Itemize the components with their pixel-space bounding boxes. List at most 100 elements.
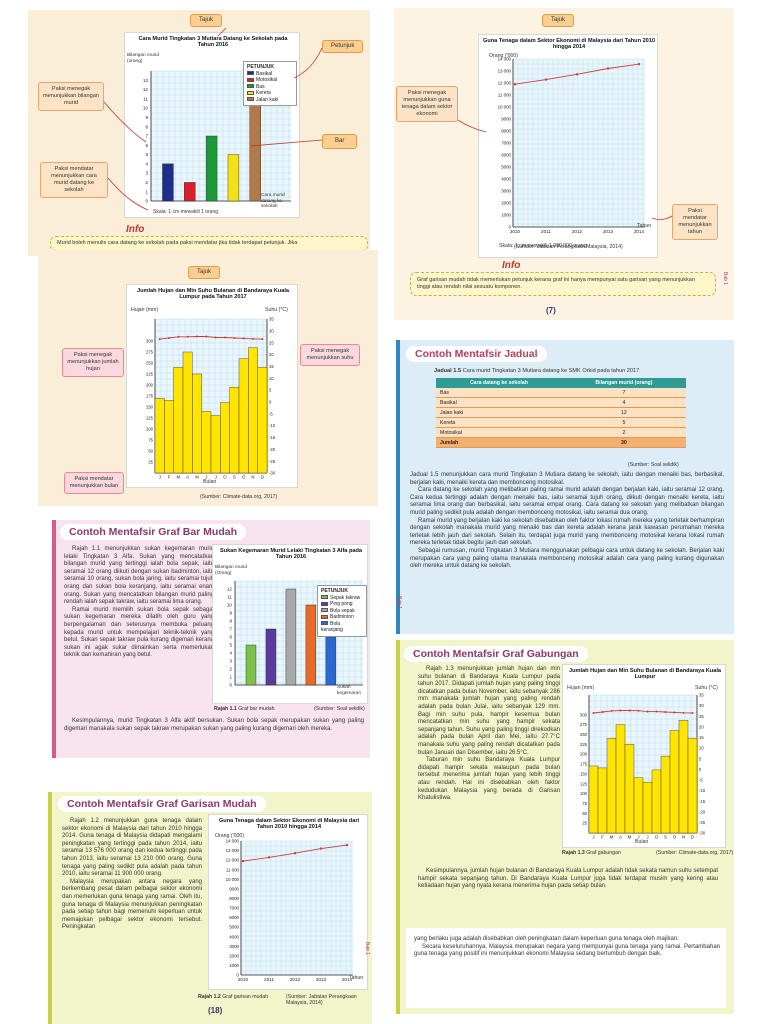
temperature-point [646, 710, 649, 713]
legend-label: Bas [256, 83, 265, 90]
figure-caption: Rajah 1.3 Graf gabungan [562, 850, 621, 856]
y-tick-label: 9 [229, 611, 232, 616]
paragraph: Rajah 1.3 menunjukkan jumlah hujan dan m… [418, 666, 560, 756]
rain-bar [606, 738, 617, 834]
y-tick-label: 4 [145, 161, 148, 166]
bar [162, 163, 174, 202]
paragraph: Ramai murid yang berjalan kaki ke sekola… [410, 517, 724, 547]
y-tick-label: 2 [145, 180, 148, 185]
y2-tick-label: -25 [269, 459, 276, 464]
y-tick-label: 150 [580, 771, 588, 776]
legend-label: Bola keranjang [321, 620, 343, 634]
y-tick-label: 4000 [229, 934, 239, 939]
data-point [544, 78, 548, 81]
paragraph: Kesimpulannya, jumlah hujan bulanan di B… [418, 868, 718, 890]
line-chart-svg: 0 1000 2000 3000 4000 5000 6000 7000 8000 9000 10 … [498, 57, 645, 234]
y-tick-label: 5000 [229, 925, 239, 930]
rain-bar [201, 411, 212, 474]
y-tick-label: 275 [146, 350, 154, 355]
y2-tick-label: -15 [269, 435, 276, 440]
paragraph: Sebagai rumusan, murid Tingkatan 3 Mutia… [410, 547, 724, 570]
x-tick-label: A [186, 475, 189, 480]
y2-tick-label: 30 [699, 703, 704, 708]
figure-caption: Rajah 1.2 Graf garisan mudah [198, 994, 269, 1000]
y-tick-label: 11 000 [498, 93, 512, 98]
x-tick-label: A [619, 835, 622, 840]
x-tick-label: 2012 [572, 229, 583, 234]
y-tick-label: 10 [227, 603, 233, 608]
page-number: (18) [208, 1006, 223, 1015]
combined-chart-svg: 2550751001251501752002252502753003530252… [580, 693, 706, 840]
table-title: Jadual 1.5 Cara murid Tingkatan 3 Mutiar… [434, 368, 640, 374]
y-tick-label: 1000 [501, 213, 511, 218]
table-header-mode: Cara datang ke sekolah [436, 378, 562, 388]
y-axis-label: Orang ('000) [215, 833, 244, 839]
y-tick-label: 25 [148, 460, 153, 465]
x-tick-label: F [168, 475, 171, 480]
rain-bar [154, 397, 165, 474]
bar [227, 154, 240, 202]
y-tick-label: 3000 [229, 944, 239, 949]
y-tick-label: 6000 [501, 153, 511, 158]
y-tick-label: 125 [580, 781, 588, 786]
legend-swatch [321, 621, 328, 626]
tag-temperature-axis: Paksi menegak menunjukkan suhu [300, 344, 360, 366]
legend-label: Kereta [256, 90, 271, 96]
data-table: Cara datang ke sekolah Bilangan murid (or… [436, 378, 686, 448]
tag-horizontal-axis: Paksi mendatar menunjukkan tahun [672, 204, 718, 240]
y-tick-label: 300 [580, 712, 588, 717]
temperature-point [196, 335, 198, 338]
y-tick-label: 300 [146, 339, 154, 344]
y-tick-label: 11 [143, 96, 148, 101]
temperature-point [610, 709, 613, 712]
rain-bar [248, 347, 258, 474]
y-tick-label: 2000 [229, 953, 239, 958]
temperature-line [593, 710, 693, 714]
y-tick-label: 200 [146, 383, 154, 388]
y-tick-label: 50 [582, 811, 587, 816]
temperature-point [261, 338, 264, 341]
temperature-point [628, 709, 631, 712]
temperature-point [601, 710, 604, 713]
legend: PETUNJUK Sepak takraw Ping pong Bola sepak… [317, 585, 367, 637]
source-note: (Sumber: Soal selidik) [628, 462, 679, 468]
source-note: (Sumber: Jabatan Perangkaan Malaysia, 20… [514, 244, 623, 250]
y-tick-label: 275 [580, 722, 588, 727]
paragraph: Malaysia merupakan antara negara yang be… [62, 878, 202, 931]
scale-note: Skala: 1 cm mewakili 1 orang [153, 209, 219, 215]
y-tick-label: 7 [229, 627, 232, 632]
temperature-point [186, 335, 189, 338]
chart-title: Guna Tenaga dalam Sektor Ekonomi di Mala… [218, 818, 360, 831]
y-tick-label: 125 [146, 416, 154, 421]
temperature-line [159, 336, 263, 340]
temperature-point [673, 711, 676, 714]
y-tick-label: 5000 [501, 165, 511, 170]
y-tick-label: 2 [229, 667, 232, 672]
chart-title: Sukan Kegemaran Murid Lelaki Tingkatan 3… [219, 548, 363, 561]
tag-legend: Petunjuk [322, 40, 364, 53]
y2-tick-label: 10 [699, 746, 704, 751]
y-tick-label: 175 [580, 762, 588, 767]
data-point [267, 856, 271, 859]
y-tick-label: 75 [582, 801, 587, 806]
legend-label: Sepak takraw [330, 594, 361, 601]
x-tick-label: 2012 [290, 977, 301, 982]
y-tick-label: 12 [227, 587, 233, 592]
bar [325, 636, 337, 686]
y-tick-label: 100 [580, 791, 588, 796]
body-text: Rajah 1.2 menunjukkan guna tenaga dalam … [62, 818, 202, 932]
combined-graph-card: Jumlah Hujan dan Min Suhu Bulanan di Ban… [562, 664, 726, 848]
table-row: Jalan kaki 12 [436, 407, 686, 418]
y-tick-label: 13 000 [226, 848, 240, 853]
y2-tick-label: 20 [699, 724, 704, 729]
rain-bar [651, 769, 662, 834]
line-chart-svg: 0 1000 2000 3000 4000 5000 6000 7000 8000 9000 10 … [226, 839, 353, 982]
x-tick-label: 2010 [238, 977, 249, 982]
y-tick-label: 7000 [501, 141, 511, 146]
rain-bar [210, 415, 221, 474]
x-axis-label: Tahun [349, 975, 364, 981]
y-tick-label: 3 [145, 171, 148, 176]
bar [285, 588, 297, 686]
y-tick-label: 0 [509, 225, 512, 230]
x-tick-label: J [215, 475, 217, 480]
